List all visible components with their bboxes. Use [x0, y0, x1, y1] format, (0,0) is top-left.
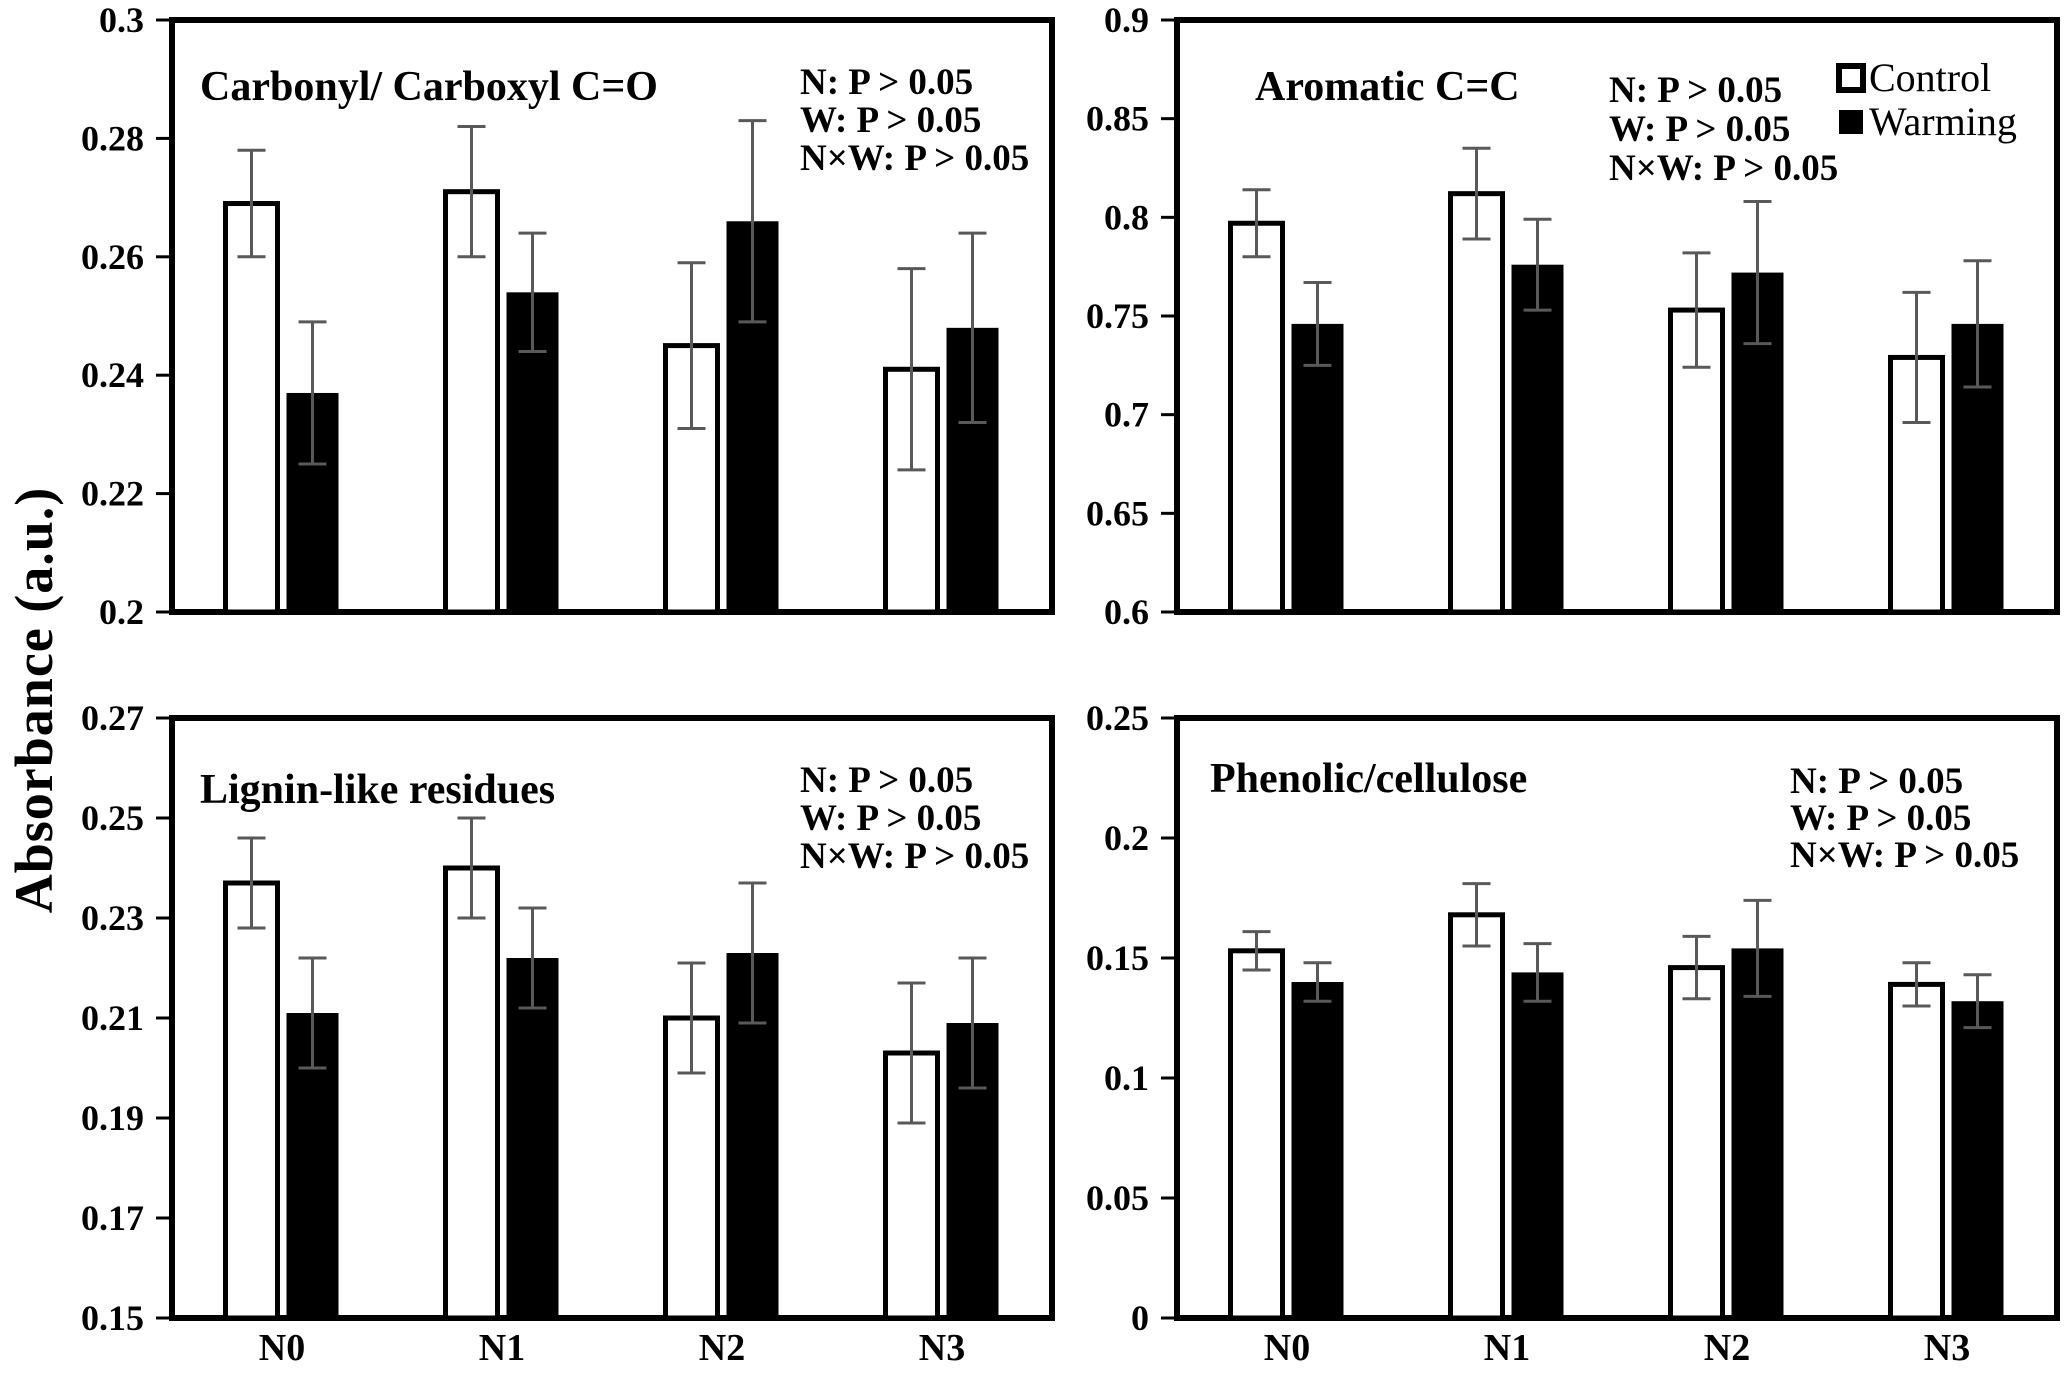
stats-annotation-line: W: P > 0.05 [800, 798, 981, 839]
stats-annotation-line: N: P > 0.05 [800, 760, 973, 801]
panel-lignin-chart: 0.15 0.17 0.19 0.21 0.23 0.25 0.27 N0 N1 N2 N3 Lign… [81, 698, 1055, 1369]
y-tick-label: 0.22 [81, 474, 144, 514]
panel-title: Lignin-like residues [200, 767, 555, 813]
plot-border [1174, 715, 2060, 1321]
y-tick-label: 0.26 [81, 237, 144, 277]
bar-control-N3 [1888, 981, 1945, 1321]
y-tick-label: 0.25 [81, 798, 144, 838]
y-tick-label: 0.85 [1086, 99, 1149, 139]
bar-warming-N0 [1291, 323, 1344, 612]
x-tick-label: N3 [1924, 1327, 1970, 1369]
y-tick-label: 0.1 [1104, 1058, 1149, 1098]
y-tick-label: 0.23 [81, 898, 144, 938]
x-tick-label: N0 [1264, 1327, 1310, 1369]
bar-warming-N2 [1731, 948, 1784, 1318]
y-tick-label: 0.25 [1086, 698, 1149, 738]
y-tick-label: 0.9 [1104, 0, 1149, 40]
stats-annotation-line: W: P > 0.05 [800, 100, 981, 141]
stats-annotation-line: W: P > 0.05 [1609, 109, 1790, 150]
panel-aromatic-chart: 0.6 0.65 0.7 0.75 0.8 0.85 0.9 Aromatic C=C N: P… [1086, 0, 2060, 632]
bar-control-N1 [1448, 191, 1505, 615]
y-tick-label: 0.2 [1104, 818, 1149, 858]
legend-label: Warming [1869, 99, 2017, 144]
x-tick-label: N3 [919, 1327, 965, 1369]
y-tick-label: 0.15 [81, 1298, 144, 1338]
bar-warming-N3 [1951, 1001, 2004, 1318]
stats-annotation-line: W: P > 0.05 [1790, 798, 1971, 839]
panel-title: Carbonyl/ Carboxyl C=O [200, 64, 658, 110]
panel-title: Aromatic C=C [1255, 64, 1520, 110]
bar-warming-N1 [1511, 972, 1564, 1318]
bar-warming-N1 [506, 958, 559, 1318]
bar-control-N0 [1228, 220, 1285, 615]
bar-control-N1 [443, 865, 500, 1321]
y-tick-label: 0.6 [1104, 592, 1149, 632]
x-tick-label: N1 [1484, 1327, 1530, 1369]
y-tick-label: 0.28 [81, 118, 144, 158]
panel-title: Phenolic/cellulose [1210, 756, 1527, 802]
bar-control-N0 [223, 880, 280, 1321]
y-tick-label: 0.3 [99, 0, 144, 40]
stats-annotation-line: N: P > 0.05 [1609, 70, 1782, 111]
y-tick-label: 0.7 [1104, 395, 1149, 435]
bar-control-N2 [1668, 965, 1725, 1321]
x-tick-label: N1 [479, 1327, 525, 1369]
stats-annotation-line: N×W: P > 0.05 [800, 138, 1029, 179]
y-tick-label: 0.75 [1086, 296, 1149, 336]
bar-control-N0 [1228, 948, 1285, 1321]
stats-annotation-line: N: P > 0.05 [1790, 761, 1963, 802]
y-tick-label: 0.8 [1104, 197, 1149, 237]
stats-annotation-line: N×W: P > 0.05 [1790, 835, 2019, 876]
x-tick-label: N2 [699, 1327, 745, 1369]
y-tick-label: 0.65 [1086, 493, 1149, 533]
legend-label: Control [1869, 55, 1991, 100]
y-tick-label: 0.19 [81, 1098, 144, 1138]
plot-border [169, 17, 1055, 615]
y-tick-label: 0.15 [1086, 938, 1149, 978]
x-tick-label: N0 [259, 1327, 305, 1369]
stats-annotation-line: N×W: P > 0.05 [800, 836, 1029, 877]
legend-marker-control [1836, 63, 1866, 93]
bar-warming-N1 [1511, 264, 1564, 612]
stats-annotation-line: N: P > 0.05 [800, 62, 973, 103]
x-tick-label: N2 [1704, 1327, 1750, 1369]
bar-control-N1 [1448, 912, 1505, 1321]
legend-marker-warming [1839, 110, 1863, 134]
stats-annotation-line: N×W: P > 0.05 [1609, 148, 1838, 189]
y-tick-label: 0.27 [81, 698, 144, 738]
panel-phenolic-cellulose-chart: 0 0.05 0.1 0.15 0.2 0.25 N0 N1 N2 N3 Phenolic/cell… [1086, 698, 2060, 1369]
y-tick-label: 0 [1131, 1298, 1149, 1338]
y-tick-label: 0.2 [99, 592, 144, 632]
panel-carbonyl-carboxyl-chart: 0.2 0.22 0.24 0.26 0.28 0.3 Carbonyl/ Carboxyl… [81, 0, 1055, 632]
bar-control-N0 [223, 201, 280, 615]
y-tick-label: 0.24 [81, 355, 144, 395]
y-tick-label: 0.17 [81, 1198, 144, 1238]
y-tick-label: 0.05 [1086, 1178, 1149, 1218]
y-tick-label: 0.21 [81, 998, 144, 1038]
bar-warming-N0 [1291, 982, 1344, 1318]
